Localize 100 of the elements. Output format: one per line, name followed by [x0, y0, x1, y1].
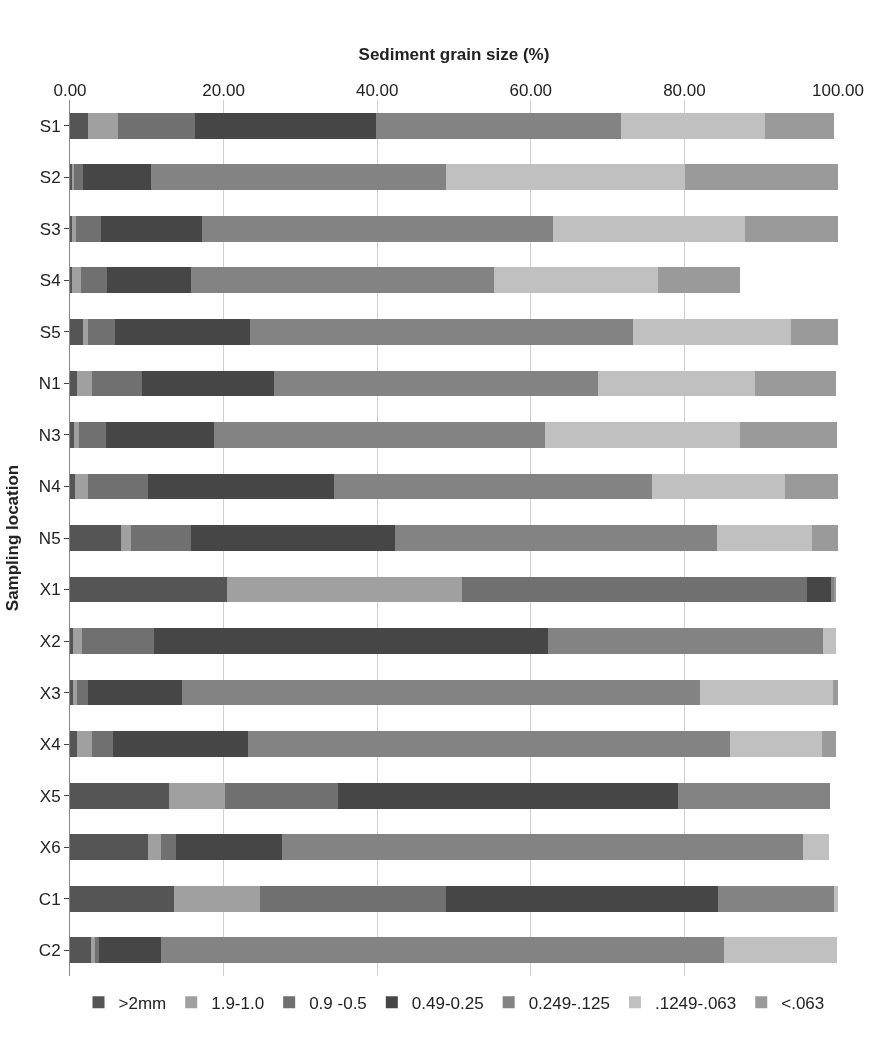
y-tick-label: S2	[39, 168, 61, 188]
bar	[598, 370, 756, 397]
y-tick-label: S4	[39, 271, 61, 291]
bar	[202, 215, 554, 242]
bar	[70, 473, 76, 500]
bar	[106, 422, 214, 448]
x-tick-label: 100.00	[812, 80, 864, 100]
y-tick-label: N4	[38, 477, 61, 497]
bar	[160, 937, 725, 964]
bar	[91, 370, 143, 397]
bar	[281, 834, 803, 861]
bar	[446, 164, 686, 191]
y-tick-label: X1	[39, 580, 61, 600]
legend-label: .1249-.063	[654, 993, 737, 1013]
bar	[730, 731, 822, 757]
bar	[213, 422, 546, 448]
bar	[250, 319, 633, 345]
bar	[70, 731, 77, 757]
bar	[248, 731, 731, 757]
bar	[375, 112, 621, 139]
bar	[273, 370, 599, 397]
bar	[70, 370, 77, 397]
bar	[99, 937, 161, 964]
bar	[699, 679, 833, 706]
bar	[72, 267, 81, 294]
bar	[190, 525, 395, 551]
bar	[545, 422, 740, 448]
bar	[493, 267, 659, 294]
bar	[80, 267, 107, 294]
bar	[620, 112, 766, 139]
bar	[174, 885, 261, 912]
y-tick-label: X3	[39, 683, 61, 703]
legend-label: 1.9-1.0	[211, 993, 265, 1013]
y-tick-label: X6	[39, 838, 61, 858]
bar	[114, 319, 251, 345]
y-tick-label: X4	[39, 735, 61, 755]
bar	[79, 422, 107, 448]
bar	[821, 731, 836, 757]
bar	[73, 422, 80, 448]
bar	[169, 782, 226, 809]
bar	[73, 164, 84, 191]
bar	[147, 834, 161, 861]
legend-label: 0.9 -0.5	[309, 993, 367, 1013]
bar	[75, 473, 88, 500]
bar	[147, 473, 335, 500]
bar	[87, 679, 183, 706]
bar	[70, 885, 175, 912]
bar	[70, 782, 170, 809]
bar	[91, 731, 114, 757]
bar	[195, 112, 376, 139]
bar	[76, 679, 88, 706]
bar	[832, 679, 838, 706]
bar	[755, 370, 836, 397]
x-tick-label: 20.00	[202, 80, 245, 100]
bar	[338, 782, 679, 809]
bar	[765, 112, 835, 139]
bar	[87, 319, 115, 345]
bar	[834, 885, 838, 912]
legend-label: 0.49-0.25	[411, 993, 484, 1013]
bar	[117, 112, 196, 139]
bar	[70, 112, 88, 139]
bar	[120, 525, 131, 551]
bar	[791, 319, 838, 345]
bar	[739, 422, 838, 448]
bar	[394, 525, 717, 551]
legend-label: <.063	[781, 993, 825, 1013]
bar	[785, 473, 838, 500]
bar	[548, 628, 824, 654]
bar	[70, 576, 227, 603]
bar	[225, 782, 339, 809]
y-tick-label: S3	[39, 219, 61, 239]
bar	[718, 885, 835, 912]
bar	[632, 319, 792, 345]
bar	[82, 628, 155, 654]
bar	[70, 628, 74, 654]
bar	[76, 731, 92, 757]
bar	[130, 525, 191, 551]
x-tick-label: 60.00	[509, 80, 553, 100]
x-tick-label: 40.00	[355, 80, 399, 100]
y-tick-label: N3	[38, 425, 61, 445]
bar	[658, 267, 740, 294]
bar	[142, 370, 274, 397]
bar	[106, 267, 192, 294]
bar	[151, 164, 447, 191]
bar	[724, 937, 838, 964]
y-tick-label: S5	[39, 322, 61, 342]
bar	[72, 215, 77, 242]
y-tick-label: C2	[38, 941, 61, 961]
bar	[70, 834, 148, 861]
bar	[182, 679, 700, 706]
bar	[446, 885, 719, 912]
bar	[652, 473, 786, 500]
y-tick-label: S1	[39, 116, 61, 136]
bar	[260, 885, 447, 912]
bar	[73, 628, 83, 654]
x-tick-label: 0.00	[53, 80, 87, 100]
bar	[685, 164, 838, 191]
legend-label: 0.249-.125	[528, 993, 610, 1013]
bar	[160, 834, 176, 861]
bar	[191, 267, 494, 294]
